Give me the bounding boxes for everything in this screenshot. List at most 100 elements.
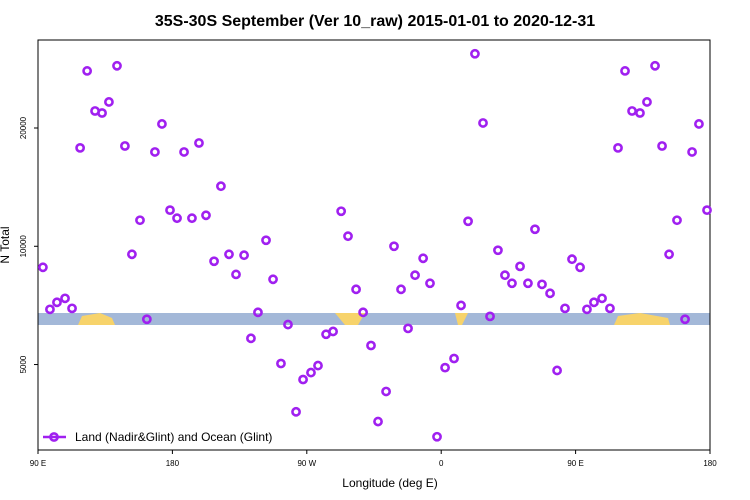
point [366,340,376,351]
point [224,249,234,260]
point [470,48,480,59]
point [67,303,77,314]
point [187,213,197,224]
point [306,367,316,378]
land-patch [455,313,468,325]
point [141,314,152,325]
point [702,205,712,216]
point [253,307,263,318]
point [313,360,323,371]
point [694,119,704,129]
point [523,278,533,289]
point [530,224,540,235]
point [403,323,413,334]
point [358,307,368,318]
x-tick-label: 0 [439,459,444,468]
point [75,142,86,153]
point [545,288,555,299]
point [97,108,107,118]
point [657,141,667,151]
x-tick-label: 180 [703,459,717,468]
y-tick-label: 20000 [19,116,28,139]
x-tick-label: 90 E [567,459,583,468]
point [52,297,62,308]
point [268,274,278,285]
point [613,142,623,153]
point [127,249,137,260]
legend-label: Land (Nadir&Glint) and Ocean (Glint) [75,430,272,444]
point [582,304,592,315]
point [456,300,466,311]
point [642,97,652,107]
point [373,416,383,427]
x-tick-label: 90 W [297,459,316,468]
land-patch [335,313,365,325]
point [507,278,517,289]
point [261,235,271,246]
point [552,365,562,376]
y-axis-label: N Total [0,226,12,263]
point [575,262,585,273]
legend-marker [49,432,59,442]
point [680,314,690,325]
point [620,66,630,76]
point [246,333,256,344]
point [60,293,70,304]
x-tick-label: 180 [166,459,180,468]
point [172,213,182,224]
point [515,261,525,272]
point [336,206,347,217]
y-tick-label: 10000 [19,235,28,258]
point [687,147,697,157]
point [38,262,48,273]
x-tick-label: 90 E [30,459,46,468]
point [194,138,204,148]
land-patch [78,313,115,325]
point [597,293,607,304]
point [209,256,219,267]
point [104,97,114,107]
point [45,304,55,315]
point [135,215,145,226]
point [165,205,175,216]
point [201,210,211,221]
map-strip [38,313,710,325]
point [449,353,459,364]
point [179,147,189,157]
plot-frame [37,39,711,451]
point [389,241,399,252]
point [343,231,353,242]
point [216,181,226,192]
point [500,270,510,281]
chart-title: 35S-30S September (Ver 10_raw) 2015-01-0… [155,13,595,30]
point [425,278,435,289]
ocean-strip [38,313,710,325]
point [291,406,301,417]
point [605,303,615,314]
land-patch [614,313,670,325]
point [537,279,547,290]
point [567,254,577,265]
point [112,60,122,71]
point [478,118,488,128]
point [231,269,241,280]
x-axis-label: Longitude (deg E) [342,476,437,490]
point [672,215,682,226]
point [381,386,391,397]
point [627,106,637,116]
point [150,147,160,157]
y-tick-label: 5000 [19,355,28,373]
point [440,362,450,373]
point [82,66,93,76]
point [157,119,167,129]
point [485,311,495,322]
point [463,216,473,227]
point [239,250,249,261]
point [493,245,503,256]
point [328,326,338,337]
point [418,253,429,264]
point [650,60,660,71]
point [560,303,570,314]
point [432,431,442,442]
